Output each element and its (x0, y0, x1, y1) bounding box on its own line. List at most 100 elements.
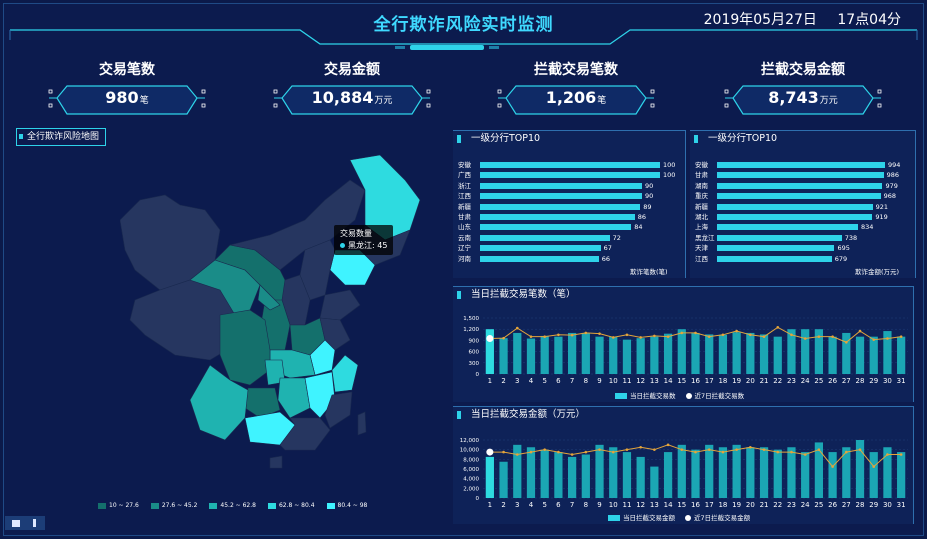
bar-row[interactable]: 甘肃 986 (695, 170, 910, 180)
legend-bar-item[interactable]: 当日拦截交易金额 (608, 512, 675, 522)
line-point (886, 337, 889, 340)
kpi-box: 8,743万元 (723, 82, 883, 118)
bar-row[interactable]: 湖北 919 (695, 212, 910, 222)
bar-row[interactable]: 江西 90 (458, 191, 680, 201)
x-tick-label: 15 (677, 377, 686, 385)
bar (650, 466, 659, 498)
bar (499, 338, 508, 374)
bar-row[interactable]: 新疆 89 (458, 202, 680, 212)
dot-icon (340, 243, 345, 248)
legend-swatch (209, 502, 218, 509)
line-point (776, 450, 780, 454)
timeline-controls (5, 516, 45, 530)
bar-label: 浙江 (458, 181, 471, 190)
legend-swatch (150, 502, 159, 509)
legend-label: 近7日拦截交易金额 (694, 514, 751, 522)
bar (485, 456, 494, 498)
bar (663, 333, 673, 374)
line-point (529, 450, 533, 454)
kpi-frame (497, 85, 655, 115)
bar (855, 440, 865, 498)
legend-bar-item[interactable]: 当日拦截交易数 (615, 390, 676, 400)
bar (746, 447, 755, 498)
line-point (858, 448, 862, 451)
map-title: 全行欺诈风险地图 (16, 128, 107, 146)
x-tick-label: 3 (515, 501, 519, 509)
bar-row[interactable]: 天津 695 (695, 243, 910, 253)
legend-item[interactable]: 62.8 ~ 80.4 (267, 502, 315, 509)
bar-value: 90 (645, 181, 654, 190)
bar (595, 336, 604, 374)
bar-row[interactable]: 安徽 994 (695, 160, 910, 170)
kpi-number: 8,743 (768, 88, 819, 107)
line-point (611, 336, 615, 339)
bar-row[interactable]: 上海 834 (695, 222, 910, 232)
bar (568, 332, 577, 374)
y-tick-label: 8,000 (463, 457, 479, 463)
pause-icon[interactable] (33, 519, 39, 527)
bar-row[interactable]: 甘肃 86 (458, 212, 680, 222)
bar-row[interactable]: 河南 66 (458, 254, 680, 264)
legend-item[interactable]: 27.6 ~ 45.2 (150, 502, 197, 509)
legend-line-item[interactable]: 近7日拦截交易数 (685, 390, 744, 400)
bar (636, 338, 645, 374)
y-tick-label: 12,000 (460, 438, 480, 444)
bar (526, 447, 536, 498)
daily-count-header: 当日拦截交易笔数（笔） (453, 286, 576, 304)
bar-value: 100 (663, 161, 676, 169)
bar (480, 182, 642, 189)
bar (717, 193, 881, 200)
bar-row[interactable]: 云南 72 (458, 233, 680, 243)
bar (705, 444, 714, 498)
bar-row[interactable]: 安徽 100 (458, 160, 680, 170)
legend-line-item[interactable]: 近7日拦截交易金额 (685, 512, 750, 522)
bar (746, 332, 755, 374)
line-point (653, 448, 656, 451)
province-yunnan (189, 364, 249, 441)
bar-row[interactable]: 江西 679 (695, 254, 910, 264)
bar-row[interactable]: 浙江 90 (458, 181, 680, 191)
line-point (543, 448, 546, 451)
bar-row[interactable]: 重庆 968 (695, 191, 910, 201)
bar-row[interactable]: 广西 100 (458, 170, 680, 180)
bar-row[interactable]: 新疆 921 (695, 202, 910, 212)
bar-label: 辽宁 (458, 244, 471, 253)
bar-swatch (615, 393, 627, 399)
bar (717, 203, 873, 210)
line-point (515, 453, 519, 456)
legend-item[interactable]: 80.4 ~ 98 (326, 502, 367, 509)
bar (801, 329, 810, 374)
stop-icon[interactable] (11, 519, 20, 527)
bar-row[interactable]: 湖南 979 (695, 181, 910, 191)
line-point (598, 448, 601, 451)
x-tick-label: 10 (609, 501, 618, 509)
x-tick-label: 27 (842, 501, 851, 509)
legend-item[interactable]: 10 ~ 27.6 (98, 502, 139, 509)
legend-item[interactable]: 45.2 ~ 62.8 (209, 502, 256, 509)
header: 全行欺诈风险实时监测 2019年05月27日 17点04分 (0, 0, 927, 52)
bar-row[interactable]: 黑龙江 738 (695, 233, 910, 243)
province-zhejiang (331, 354, 359, 393)
bar (609, 336, 618, 374)
line-point (584, 331, 588, 335)
bar-row[interactable]: 山东 84 (458, 222, 680, 232)
x-tick-label: 7 (570, 501, 574, 509)
bar-value: 86 (637, 213, 647, 221)
bar (717, 182, 883, 189)
kpi-box: 10,884万元 (272, 82, 432, 118)
line-point (831, 335, 834, 338)
bar-value: 834 (860, 223, 874, 232)
line-point (486, 448, 494, 456)
x-tick-label: 31 (897, 377, 906, 385)
line-point (584, 450, 588, 454)
axis-note: 欺诈金额(万元) (855, 268, 900, 276)
province-hunan (277, 377, 311, 419)
bar (828, 452, 837, 498)
bar-row[interactable]: 辽宁 67 (458, 243, 680, 253)
china-risk-map[interactable] (120, 150, 440, 470)
x-tick-label: 16 (691, 377, 700, 385)
line-point (680, 331, 684, 335)
kpi-number: 10,884 (311, 88, 374, 107)
